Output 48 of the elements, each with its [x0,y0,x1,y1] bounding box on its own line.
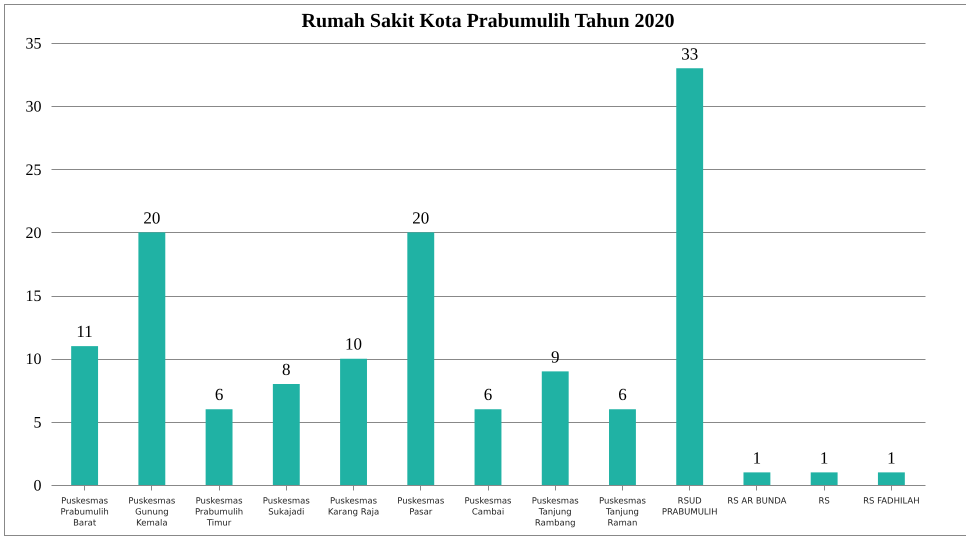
x-tick-label: Puskesmas Karang Raja [328,496,380,518]
x-tick-label: Puskesmas Tanjung Raman [598,496,647,528]
y-tick-label: 5 [34,414,42,432]
y-tick-label: 30 [26,98,42,116]
x-tick-label: Puskesmas Prabumulih Timur [194,496,244,528]
x-tick-label: RS FADHILAH [863,496,920,506]
y-tick-label: 20 [26,224,42,242]
data-label: 1 [820,448,828,468]
bar [609,409,636,485]
bar [272,384,300,485]
x-tick-label: Puskesmas Gunung Kemala [128,496,176,528]
bar [878,472,905,485]
x-tick-label: Puskesmas Pasar [397,496,445,518]
x-tick-label: Puskesmas Tanjung Rambang [532,496,580,528]
x-tick-label: Puskesmas Prabumulih Barat [60,496,109,528]
bar [474,409,502,485]
y-tick-label: 25 [26,162,42,179]
data-label: 9 [550,347,560,366]
data-label: 8 [282,360,291,379]
bar [810,472,838,485]
data-label: 6 [214,385,224,404]
y-tick-label: 10 [26,351,42,368]
bar [407,232,434,485]
data-label: 20 [143,208,160,228]
bar [340,358,367,485]
data-label: 10 [345,334,362,354]
y-tick-label: 0 [34,478,42,494]
bar [206,409,233,485]
bar [542,371,569,485]
data-label: 1 [887,448,896,468]
x-tick-label: Puskesmas Sukajadi [262,496,310,518]
y-tick-label: 15 [26,288,42,306]
bar [743,472,770,485]
x-tick-label: Puskesmas Cambai [464,496,512,518]
data-label: 1 [752,448,762,468]
x-tick-label: RS [818,496,830,506]
y-tick-label: 35 [26,36,42,52]
bar [138,232,166,485]
data-label: 6 [618,385,627,404]
bar [676,68,704,485]
data-label: 11 [76,322,93,342]
bar [71,346,98,485]
chart-title: Rumah Sakit Kota Prabumulih Tahun 2020 [302,10,674,32]
x-tick-label: RS AR BUNDA [727,496,787,506]
data-label: 33 [681,44,698,64]
x-tick-label: RSUD PRABUMULIH [662,496,718,518]
data-label: 6 [484,385,492,404]
data-label: 20 [412,208,430,228]
